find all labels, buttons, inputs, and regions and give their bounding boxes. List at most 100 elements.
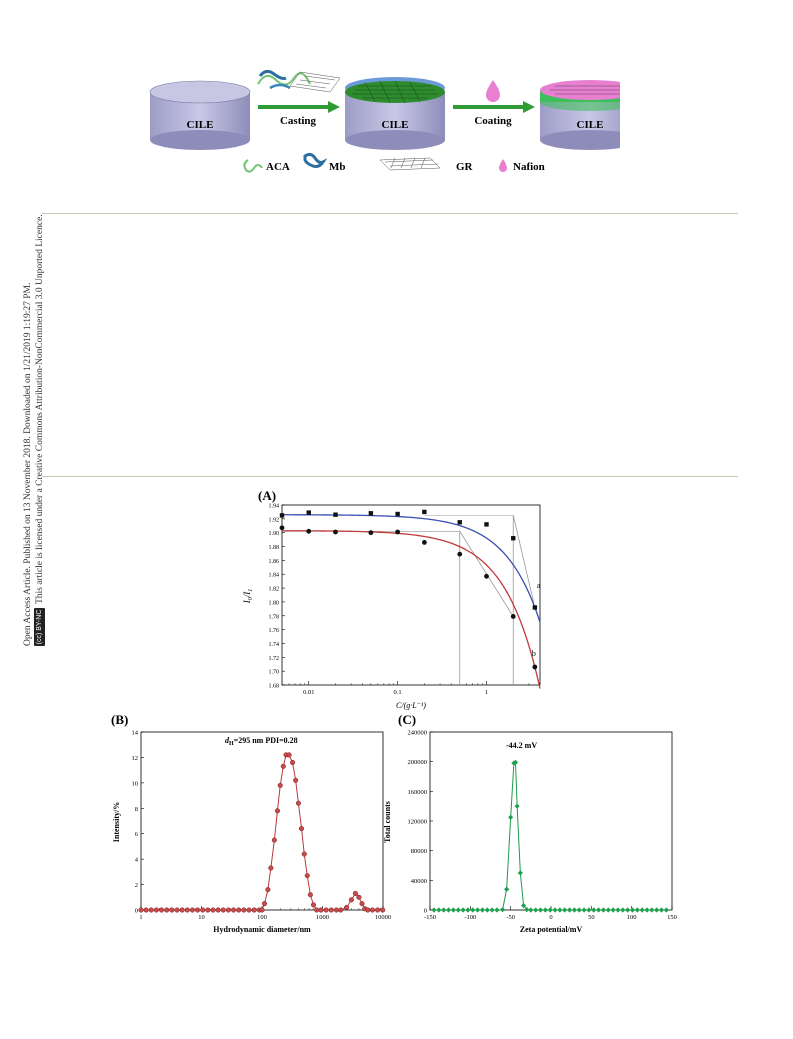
figure-b-point [375,907,381,913]
coating-label: Coating [474,115,512,127]
figure-b-point [153,907,159,913]
legend-nafion: Nafion [513,161,545,173]
figure-b-point [200,907,206,913]
electrode-bare: CILE [149,80,251,150]
figure-c-ytick-label: 240000 [408,730,428,737]
figure-a-point-a [532,605,538,610]
figure-b-point [290,759,296,766]
figure-b-point [318,907,324,913]
figure-b-point [369,907,375,913]
figure-c-point [615,907,621,913]
electrode-label-3: CILE [577,119,604,131]
figure-b-point [280,763,286,769]
figure-c-point [489,907,495,913]
figure-c-chart: (C) -44.2 mV Total counts Zeta potential… [383,712,677,934]
figure-c-point [625,907,631,913]
figure-a-ylabel: I0/I1 [242,589,254,605]
figure-a-ytick-label: 1.92 [269,517,280,523]
figure-a-point-b [532,664,538,670]
casting-arrow: Casting [258,101,340,127]
figure-a-fit-a [281,514,541,623]
figure-b-point [231,907,237,913]
figure-c-point [542,907,548,913]
electrode-label-1: CILE [187,119,214,131]
figure-c-point [634,907,640,913]
figure-c-point [620,907,626,913]
figure-a-xtick-label: 0.1 [394,689,402,696]
figure-b-point [179,907,185,913]
figure-b-ytick-label: 10 [132,780,139,787]
figure-c-point [581,907,587,913]
mb-legend-icon [303,152,328,168]
figure-a-point-b [306,528,312,534]
cc-license-badge[interactable]: (cc) BY-NC [34,608,46,646]
figure-a-xtick-label: 1 [485,689,488,696]
figure-c-point [436,907,442,913]
figure-c-ytick-label: 160000 [408,789,428,796]
figure-b-xtick-label: 100 [257,914,267,921]
figure-b-xtick-label: 10 [198,914,205,921]
scheme-legend: ACA Mb GR Nafion [243,152,545,173]
divider-top [42,213,738,214]
figure-c-point [663,907,669,913]
figure-b-chart: (B) dH=295 nm PDI=0.28 Intensity/% Hydro… [111,712,391,934]
figure-a-point-a [368,511,374,516]
figure-b-series-line [141,754,383,911]
figure-b-point [380,907,386,913]
figure-c-point [586,907,592,913]
figure-b-point [277,782,283,788]
figure-b-annotation: dH=295 nm PDI=0.28 [225,736,298,747]
figure-b-point [286,752,292,758]
figure-a-point-a [306,510,311,515]
figure-c-point [533,907,539,913]
figure-a-ytick-label: 1.88 [269,545,280,551]
figure-a-ytick-label: 1.72 [269,656,280,662]
figure-c-xtick-label: 0 [549,914,552,921]
figure-a-ytick-label: 1.74 [269,642,280,648]
figure-a-chart: (A) I0/I1 C/(g·L⁻¹) 1.94 1.92 1.90 1.88 1.86… [242,488,541,710]
electrode-modified: CILE [345,77,445,150]
figure-b-point [169,907,175,913]
figure-a-point-a [279,513,285,518]
figure-b-point [138,907,144,913]
coating-arrow: Coating [453,80,535,127]
electrode-final: CILE [540,80,620,150]
figure-b-point [210,907,216,913]
figure-c-point [500,907,506,913]
figure-c-annotation: -44.2 mV [506,741,537,750]
figure-b-point [304,873,310,879]
figure-c-xtick-label: 50 [588,914,595,921]
figure-a-fit-b [281,530,541,689]
figure-b-point [333,907,339,913]
gr-legend-icon [379,157,441,171]
figure-c-xtick-label: -50 [506,914,515,921]
figure-c-xtick-label: -100 [464,914,476,921]
figure-b-point [344,904,350,911]
figure-c-ytick-label: 0 [424,908,427,915]
figure-c-point [649,907,655,913]
figure-c-point [431,907,437,913]
figure-a-ytick-label: 1.70 [269,670,280,676]
figure-c-point [610,907,616,913]
figure-b-point [215,907,221,913]
figure-b-point [184,907,190,913]
figure-b-point [328,907,334,913]
figure-c-xtick-label: 100 [627,914,637,921]
figure-b-ytick-label: 14 [132,730,139,737]
figure-b-point [148,907,154,913]
figure-c-point [595,907,602,913]
figure-b-ytick-label: 6 [135,831,139,838]
figure-c-point [629,907,636,913]
legend-aca: ACA [266,161,290,173]
figure-a-ytick-label: 1.80 [269,600,280,606]
figure-a-ytick-label: 1.84 [269,573,280,579]
figure-a-point-a [333,512,338,517]
legend-mb: Mb [329,161,346,173]
figure-c-ytick-label: 200000 [408,759,428,766]
figure-a-point-b [279,525,285,531]
figure-b-point [205,907,211,913]
figure-c-point [450,907,456,913]
figure-c-point [474,907,481,913]
figure-b-point [251,907,257,913]
figure-a-point-a [457,520,462,525]
